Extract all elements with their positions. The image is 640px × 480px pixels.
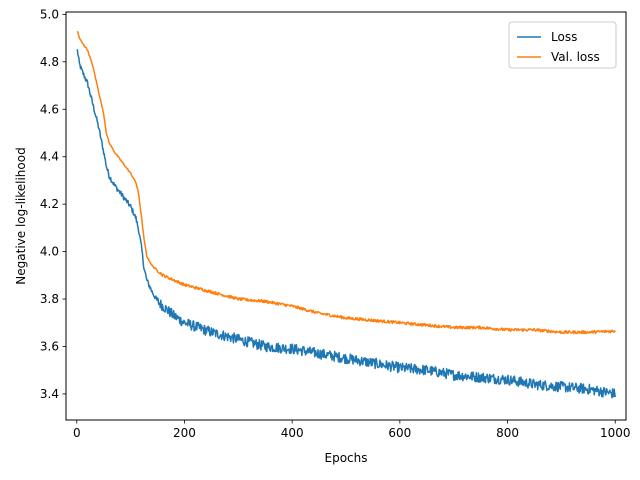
y-tick-label: 4.8 (40, 55, 59, 69)
y-tick-label: 4.2 (40, 197, 59, 211)
y-tick-label: 4.4 (40, 150, 59, 164)
legend-label: Loss (551, 30, 577, 44)
y-tick-label: 5.0 (40, 7, 59, 21)
series-layer (76, 30, 616, 399)
y-axis-label: Negative log-likelihood (14, 147, 28, 284)
legend: Loss Val. loss (508, 21, 617, 69)
y-tick-label: 4.0 (40, 245, 59, 259)
series-line-1 (76, 49, 616, 399)
x-tick-label: 400 (281, 426, 304, 440)
y-tick-label: 3.6 (40, 339, 59, 353)
x-tick-label: 0 (73, 426, 81, 440)
legend-label: Val. loss (551, 50, 600, 64)
plot-frame (65, 11, 627, 421)
x-axis-label: Epochs (325, 451, 368, 465)
y-tick-label: 4.6 (40, 102, 59, 116)
y-tick-label: 3.4 (40, 387, 59, 401)
x-tick-label: 800 (496, 426, 519, 440)
series-line-2 (76, 30, 616, 335)
y-tick-label: 3.8 (40, 292, 59, 306)
y-axis-ticks: 3.4 3.6 3.8 4.0 4.2 4.4 4.6 4.8 5.0 (40, 7, 66, 401)
x-tick-label: 600 (388, 426, 411, 440)
x-tick-label: 1000 (600, 426, 631, 440)
x-tick-label: 200 (173, 426, 196, 440)
x-axis-ticks: 0 200 400 600 800 1000 (73, 420, 631, 440)
